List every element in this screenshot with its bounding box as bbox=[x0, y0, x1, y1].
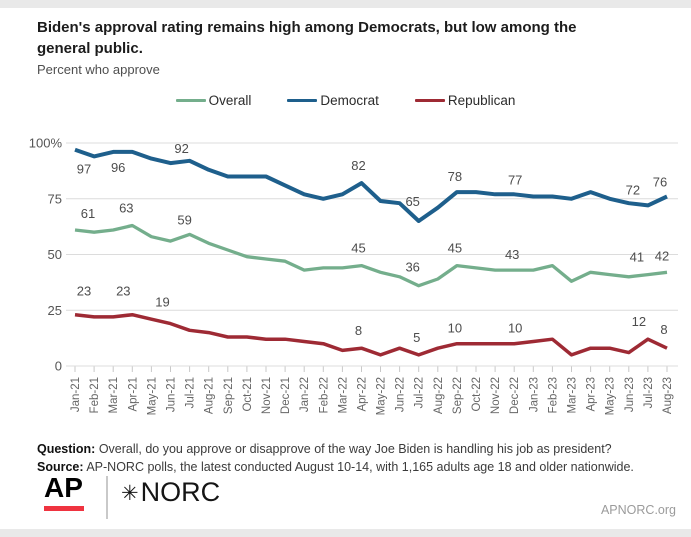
data-label-democrat: 65 bbox=[405, 194, 419, 209]
data-label-overall: 63 bbox=[119, 201, 133, 216]
x-tick-label: Jul-21 bbox=[185, 377, 197, 408]
data-label-overall: 41 bbox=[630, 250, 644, 265]
legend-label-democrat: Democrat bbox=[320, 93, 379, 108]
data-label-overall: 43 bbox=[505, 247, 519, 262]
x-tick-label: Oct-22 bbox=[471, 377, 483, 412]
x-tick-label: Jan-21 bbox=[70, 377, 82, 412]
x-tick-label: Jun-23 bbox=[624, 377, 636, 412]
data-label-republican: 8 bbox=[355, 323, 362, 338]
x-tick-label: Mar-21 bbox=[108, 377, 120, 413]
norc-logo: ✳ NORC bbox=[121, 477, 220, 508]
x-tick-label: Feb-22 bbox=[318, 377, 330, 413]
data-label-democrat: 96 bbox=[111, 160, 125, 175]
x-tick-label: Jun-22 bbox=[395, 377, 407, 412]
x-tick-label: Aug-21 bbox=[204, 377, 216, 414]
legend-item-democrat: Democrat bbox=[287, 93, 379, 108]
norc-wordmark: NORC bbox=[140, 477, 221, 507]
x-tick-label: Sep-21 bbox=[223, 377, 235, 414]
series-line-republican bbox=[74, 312, 668, 357]
x-tick-label: Sep-22 bbox=[452, 377, 464, 414]
question-label: Question: bbox=[37, 441, 96, 456]
chart-legend: Overall Democrat Republican bbox=[0, 93, 691, 108]
x-tick-label: Jan-22 bbox=[299, 377, 311, 412]
x-tick-label: Feb-23 bbox=[547, 377, 559, 413]
y-tick-label: 50 bbox=[48, 247, 62, 262]
x-tick-label: Jan-23 bbox=[528, 377, 540, 412]
data-label-democrat: 82 bbox=[351, 158, 365, 173]
data-label-democrat: 92 bbox=[174, 141, 188, 156]
legend-line-swatch-overall bbox=[175, 98, 206, 103]
approval-line-chart: 100% 75 50 25 0 Jan-21 Feb-21 Mar-21 Apr-21 May-2… bbox=[29, 136, 678, 415]
x-tick-label: Jul-22 bbox=[414, 377, 426, 408]
legend-label-overall: Overall bbox=[208, 93, 252, 108]
x-tick-label: Apr-21 bbox=[127, 377, 139, 412]
y-tick-label: 25 bbox=[48, 303, 62, 318]
data-label-republican: 23 bbox=[116, 284, 130, 299]
x-tick-label: Oct-21 bbox=[242, 377, 254, 412]
legend-item-republican: Republican bbox=[414, 93, 516, 108]
data-label-overall: 45 bbox=[351, 241, 365, 256]
x-tick-label: Apr-23 bbox=[586, 377, 598, 412]
data-label-republican: 10 bbox=[508, 321, 522, 336]
x-tick-label: Feb-21 bbox=[89, 377, 101, 413]
x-tick-label: Jul-23 bbox=[643, 377, 655, 408]
x-tick-label: Mar-22 bbox=[337, 377, 349, 413]
legend-line-swatch-democrat bbox=[287, 98, 318, 103]
question-note: Question: Overall, do you approve or dis… bbox=[37, 442, 667, 456]
x-tick-label: May-23 bbox=[605, 377, 617, 415]
x-tick-label: May-22 bbox=[376, 377, 388, 415]
data-label-republican: 5 bbox=[413, 330, 420, 345]
ap-logo: AP bbox=[44, 472, 83, 503]
series-line-democrat bbox=[74, 147, 668, 223]
x-tick-label: Aug-22 bbox=[433, 377, 445, 414]
data-label-overall: 59 bbox=[177, 212, 191, 227]
ap-logo-underline bbox=[44, 506, 84, 511]
x-tick-label: Dec-21 bbox=[280, 377, 292, 414]
x-tick-label: May-21 bbox=[146, 377, 158, 415]
question-text: Overall, do you approve or disapprove of… bbox=[95, 441, 612, 456]
y-tick-label: 75 bbox=[48, 191, 62, 206]
data-label-democrat: 76 bbox=[653, 175, 667, 190]
data-label-republican: 23 bbox=[77, 284, 91, 299]
y-tick-label: 0 bbox=[55, 359, 62, 374]
source-note: Source: AP-NORC polls, the latest conduc… bbox=[37, 460, 667, 474]
x-tick-label: Mar-23 bbox=[567, 377, 579, 413]
data-label-overall: 42 bbox=[655, 248, 669, 263]
x-tick-label: Apr-22 bbox=[357, 377, 369, 412]
data-label-democrat: 97 bbox=[77, 162, 91, 177]
norc-star-icon: ✳ bbox=[121, 482, 139, 505]
data-label-democrat: 77 bbox=[508, 172, 522, 187]
apnorc-url: APNORC.org bbox=[600, 503, 676, 517]
source-label: Source: bbox=[37, 459, 84, 474]
data-label-republican: 12 bbox=[632, 314, 646, 329]
series-line-overall bbox=[74, 223, 668, 288]
x-tick-label: Nov-21 bbox=[261, 377, 273, 414]
x-tick-label: Aug-23 bbox=[662, 377, 674, 414]
legend-item-overall: Overall bbox=[175, 93, 252, 108]
data-label-overall: 61 bbox=[81, 206, 95, 221]
x-tick-label: Jun-21 bbox=[166, 377, 178, 412]
data-label-republican: 10 bbox=[448, 321, 462, 336]
data-label-democrat: 78 bbox=[448, 169, 462, 184]
data-label-republican: 19 bbox=[155, 295, 169, 310]
y-tick-label: 100% bbox=[29, 136, 63, 151]
data-label-republican: 8 bbox=[660, 322, 667, 337]
chart-title: Biden's approval rating remains high amo… bbox=[37, 19, 577, 57]
data-label-overall: 45 bbox=[448, 241, 462, 256]
x-tick-label: Nov-22 bbox=[490, 377, 502, 414]
source-text: AP-NORC polls, the latest conducted Augu… bbox=[83, 459, 634, 474]
data-label-democrat: 72 bbox=[626, 182, 640, 197]
chart-subtitle: Percent who approve bbox=[37, 62, 160, 77]
data-label-overall: 36 bbox=[405, 260, 419, 275]
legend-label-republican: Republican bbox=[447, 93, 516, 108]
legend-line-swatch-republican bbox=[414, 98, 445, 103]
brand-divider bbox=[106, 476, 108, 519]
x-tick-label: Dec-22 bbox=[509, 377, 521, 414]
